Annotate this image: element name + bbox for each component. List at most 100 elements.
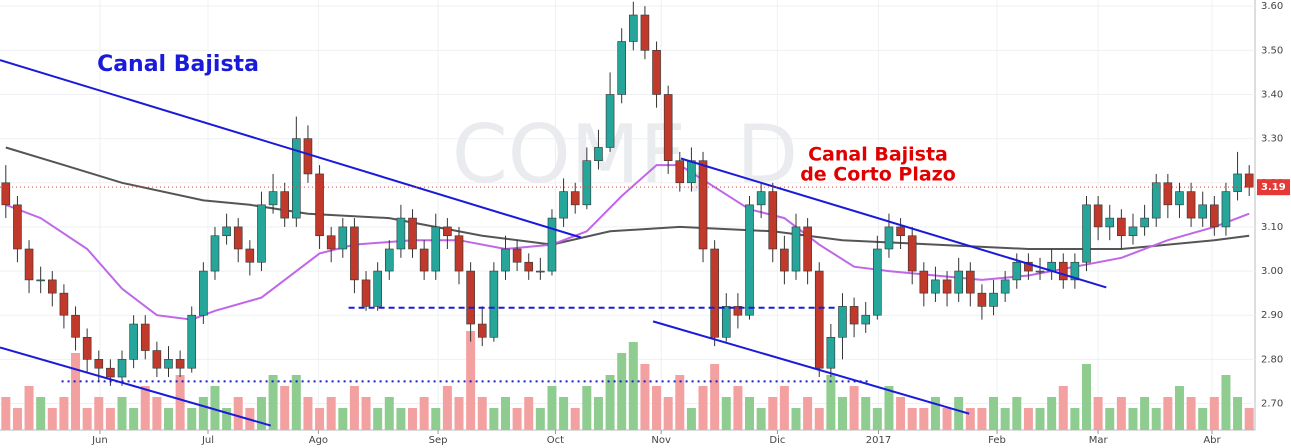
candle-body <box>1000 279 1010 294</box>
volume-bar <box>12 408 22 430</box>
x-tick-label: Nov <box>651 435 671 446</box>
volume-bar <box>768 397 778 430</box>
candle-body <box>326 235 336 250</box>
candle-body <box>640 14 650 51</box>
volume-bar <box>1151 408 1161 430</box>
candle-body <box>1163 182 1173 206</box>
volume-bar <box>942 408 952 430</box>
candle-body <box>1186 191 1196 219</box>
volume-bar <box>384 397 394 430</box>
volume-bar <box>593 397 603 430</box>
volume-bar <box>36 397 46 430</box>
volume-bar <box>675 375 685 430</box>
volume-bar <box>256 397 266 430</box>
candle-body <box>187 314 197 369</box>
volume-bar <box>303 397 313 430</box>
candle-body <box>582 160 592 206</box>
watermark: COMF, D <box>452 108 798 201</box>
y-tick-label: 3.40 <box>1261 89 1283 100</box>
x-tick-label: Jun <box>91 435 108 446</box>
candle-body <box>698 160 708 250</box>
trendline <box>652 320 970 415</box>
volume-bar <box>837 397 847 430</box>
volume-bar <box>1198 408 1208 430</box>
y-tick-label: 2.90 <box>1261 310 1283 321</box>
volume-bar <box>686 408 696 430</box>
volume-bar <box>1209 397 1219 430</box>
volume-bar <box>582 386 592 430</box>
candle-body <box>501 248 510 272</box>
candle-body <box>1012 261 1022 281</box>
candle-body <box>884 226 894 250</box>
candle-body <box>477 323 487 338</box>
volume-bar <box>989 397 999 430</box>
candle-body <box>989 292 998 307</box>
moving-average <box>5 146 1250 250</box>
candle-body <box>94 359 104 369</box>
candle-body <box>82 336 92 360</box>
volume-bar <box>500 397 510 430</box>
volume-bar <box>1012 397 1022 430</box>
candle-body <box>768 191 778 250</box>
volume-bar <box>617 353 627 430</box>
volume-bar <box>71 353 81 430</box>
volume-bar <box>733 386 743 430</box>
y-tick-label: 2.70 <box>1261 399 1283 410</box>
candle-body <box>1151 182 1161 219</box>
x-tick-label: Oct <box>547 435 564 446</box>
candle-body <box>199 270 208 316</box>
candle-body <box>36 279 45 282</box>
volume-bar <box>1093 397 1103 430</box>
volume-bar <box>524 397 534 430</box>
volume-bar <box>977 408 987 430</box>
candle-body <box>315 173 324 237</box>
volume-bar <box>779 386 789 430</box>
volume-bar <box>919 408 929 430</box>
candle-body <box>780 248 789 272</box>
candle-body <box>396 217 406 250</box>
candle-body <box>1093 204 1103 228</box>
candle-body <box>559 191 568 219</box>
volume-bar <box>1023 408 1033 430</box>
candle-body <box>524 261 534 272</box>
volume-bar <box>210 386 220 430</box>
candle-body <box>605 94 615 148</box>
volume-bar <box>82 408 92 430</box>
candle-body <box>733 306 743 316</box>
candle-body <box>919 270 929 294</box>
candle-body <box>1082 204 1091 263</box>
candle-body <box>443 226 452 237</box>
volume-bar <box>47 408 57 430</box>
volume-bar <box>187 408 197 430</box>
candle-body <box>71 314 80 338</box>
volume-bar <box>861 397 871 430</box>
volume-bar <box>965 408 975 430</box>
volume-bar <box>163 408 173 430</box>
candle-body <box>1198 204 1208 219</box>
volume-bar <box>1128 408 1138 430</box>
candle-body <box>536 270 545 273</box>
candle-body <box>1058 261 1068 281</box>
last-price-box <box>1257 179 1290 196</box>
candle-body <box>861 314 871 325</box>
volume-bar <box>954 397 964 430</box>
volume-bar <box>396 408 406 430</box>
volume-bar <box>1047 397 1057 430</box>
candle-body <box>361 279 371 307</box>
volume-bar <box>140 386 150 430</box>
volume-bar <box>1070 408 1080 430</box>
candle-body <box>954 270 963 294</box>
candle-body <box>1117 217 1126 237</box>
candle-body <box>907 235 917 272</box>
volume-bar <box>1082 364 1092 430</box>
volume-bar <box>94 397 104 430</box>
y-tick-label: 3.00 <box>1261 266 1283 277</box>
candle-body <box>1221 191 1231 228</box>
volume-bar <box>222 408 232 430</box>
volume-bar <box>559 397 569 430</box>
volume-bar <box>268 375 278 430</box>
candle-body <box>164 359 173 369</box>
candle-body <box>280 191 289 219</box>
